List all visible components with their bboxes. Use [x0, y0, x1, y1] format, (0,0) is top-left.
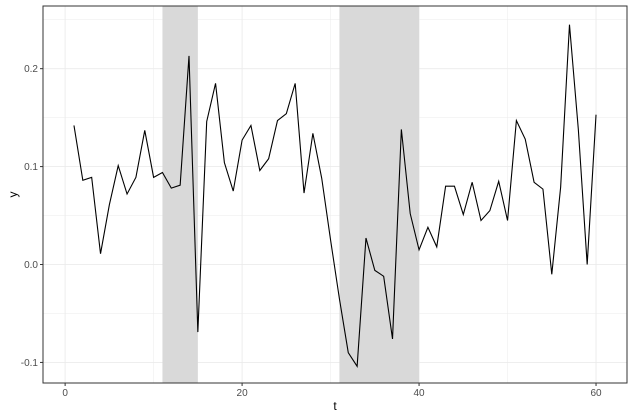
x-tick-label: 20 [237, 388, 249, 399]
x-tick-label: 0 [62, 388, 68, 399]
plot-panel-border [42, 5, 628, 384]
x-tick-label: 40 [413, 388, 425, 399]
y-axis-title: y [6, 192, 20, 198]
y-tick-label: 0.0 [24, 260, 38, 271]
shaded-regions [162, 6, 420, 383]
y-tick-label: 0.1 [24, 162, 38, 173]
series-line [73, 24, 597, 369]
x-axis-title: t [333, 399, 337, 413]
x-tick-label: 60 [590, 388, 602, 399]
shaded-region [162, 6, 198, 383]
y-axis-ticks: -0.1 0.0 0.1 0.2 [21, 64, 43, 369]
x-axis-ticks: 0 20 40 60 [62, 383, 602, 399]
y-tick-label: -0.1 [21, 358, 39, 369]
y-tick-label: 0.2 [24, 64, 38, 75]
plot-panel-background [43, 6, 627, 383]
shaded-region [339, 6, 420, 383]
